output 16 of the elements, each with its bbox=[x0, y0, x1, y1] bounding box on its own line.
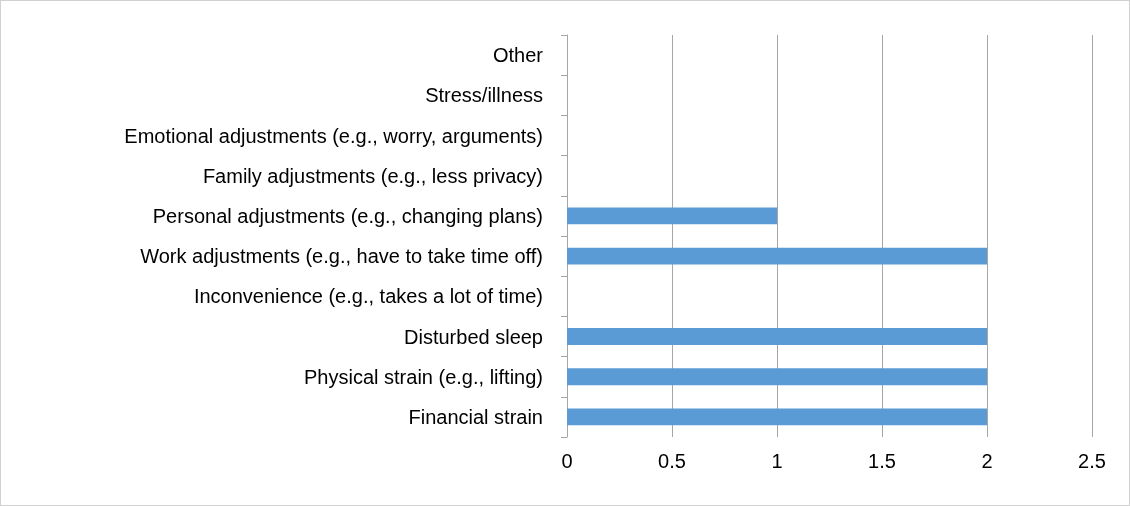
y-tick-label: Stress/illness bbox=[425, 84, 543, 107]
y-tick-label: Inconvenience (e.g., takes a lot of time) bbox=[193, 285, 543, 308]
y-tick-label: Physical strain (e.g., lifting) bbox=[304, 365, 543, 388]
x-tick-label: 2.5 bbox=[1078, 450, 1106, 472]
x-tick-label: 0 bbox=[561, 450, 573, 472]
y-tick-label: Work adjustments (e.g., have to take time off) bbox=[140, 245, 543, 268]
y-tick-label: Personal adjustments (e.g., changing plans) bbox=[152, 204, 543, 227]
y-tick-label: Disturbed sleep bbox=[404, 325, 543, 348]
y-tick-label: Other bbox=[492, 44, 544, 67]
x-tick-label: 0.5 bbox=[658, 450, 686, 472]
y-tick-label: Family adjustments (e.g., less privacy) bbox=[202, 164, 543, 187]
x-tick-label: 1 bbox=[771, 450, 783, 472]
y-tick-label: Financial strain bbox=[408, 405, 543, 428]
x-tick-label: 2 bbox=[981, 450, 993, 472]
x-tick-label: 1.5 bbox=[868, 450, 896, 472]
y-tick-label: Emotional adjustments (e.g., worry, arguments) bbox=[124, 124, 543, 147]
